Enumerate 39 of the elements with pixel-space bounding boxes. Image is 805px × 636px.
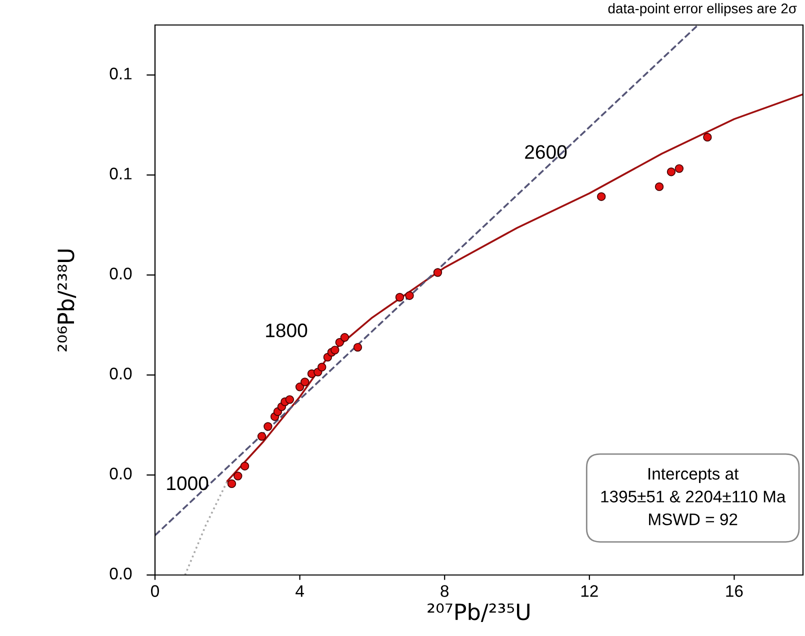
point [666,168,676,176]
annotation: 1000 [167,476,208,490]
point [340,333,350,342]
point [318,362,326,372]
point [264,422,272,431]
annotation: Intercepts at 1395±51 & 2204±110 Ma MSWD = 92 [601,468,786,526]
text: 0.1 [110,68,132,80]
x-tick-label: 0 [151,585,159,597]
point [234,472,242,480]
text: 0.1 [110,168,132,180]
point [257,432,266,441]
point [227,479,236,488]
y-axis-title: ²⁰⁶Pb/²³⁸U [57,250,76,352]
x-tick-label: 4 [296,585,304,597]
text: 0.0 [110,368,132,380]
point [240,462,250,470]
point [654,182,664,192]
point [674,164,684,173]
point [295,382,304,392]
text: 0.0 [110,268,132,280]
point [405,291,414,300]
text: data-point error ellipses are 2σ [608,3,797,16]
point [300,378,310,386]
point [330,346,340,354]
text: 0.0 [110,568,132,580]
point [433,268,442,277]
point [597,192,606,201]
x-tick-label: 16 [726,585,743,597]
text: 0.0 [110,468,132,480]
annotation: 2600 [525,145,567,159]
point [395,292,404,302]
point [353,342,362,352]
point [703,132,712,142]
point [335,338,344,347]
point [285,395,294,404]
x-tick-label: 8 [440,585,449,597]
x-tick-label: 12 [581,585,598,597]
x-axis-title: ²⁰⁷Pb/²³⁵U [428,603,530,622]
annotation: 1800 [266,324,308,338]
